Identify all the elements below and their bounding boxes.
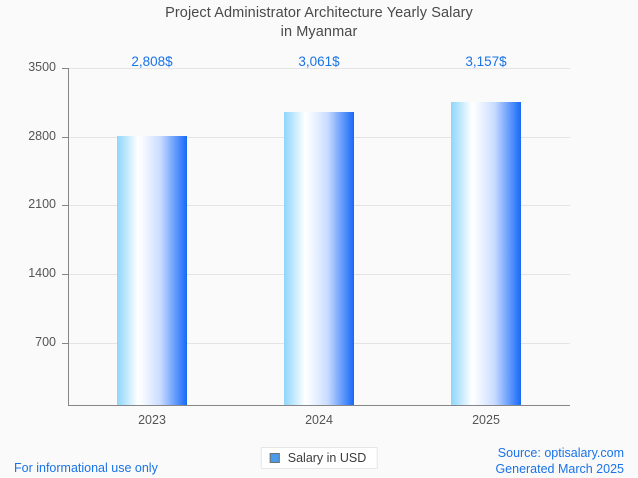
footer-generated: Generated March 2025: [495, 462, 624, 476]
x-tick-label-2024: 2024: [305, 413, 333, 427]
y-tick-label-2800: 2800: [28, 129, 56, 143]
bar-2023[interactable]: [117, 136, 187, 405]
footer-source: Source: optisalary.com: [497, 446, 624, 460]
footer-source-block: Source: optisalary.com Generated March 2…: [495, 445, 624, 477]
y-tick-mark-2800: [62, 137, 68, 138]
y-tick-mark-700: [62, 343, 68, 344]
gridline-3500: [68, 68, 570, 69]
legend-item-label-salary: Salary in USD: [287, 451, 367, 465]
legend-swatch-salary-icon: [269, 453, 280, 463]
bar-2025[interactable]: [451, 102, 521, 405]
y-tick-mark-1400: [62, 274, 68, 275]
value-label-2025: 3,157$: [465, 54, 507, 69]
plot-area: [68, 68, 570, 405]
y-tick-label-1400: 1400: [28, 266, 56, 280]
y-tick-label-2100: 2100: [28, 197, 56, 211]
value-label-2024: 3,061$: [298, 54, 340, 69]
y-tick-label-700: 700: [35, 335, 56, 349]
x-tick-label-2025: 2025: [472, 413, 500, 427]
chart-title: Project Administrator Architecture Yearl…: [0, 4, 638, 42]
chart-title-line-2: in Myanmar: [280, 24, 358, 40]
value-label-2023: 2,808$: [131, 54, 173, 69]
x-tick-label-2023: 2023: [138, 413, 166, 427]
chart-title-line-1: Project Administrator Architecture Yearl…: [165, 5, 473, 21]
y-tick-label-3500: 3500: [28, 60, 56, 74]
y-tick-mark-2100: [62, 205, 68, 206]
y-tick-mark-3500: [62, 68, 68, 69]
footer-disclaimer: For informational use only: [14, 461, 158, 475]
chart-legend[interactable]: Salary in USD: [260, 447, 378, 469]
x-axis-line: [68, 405, 570, 406]
bar-2024[interactable]: [284, 112, 354, 405]
y-axis-line: [68, 68, 69, 406]
